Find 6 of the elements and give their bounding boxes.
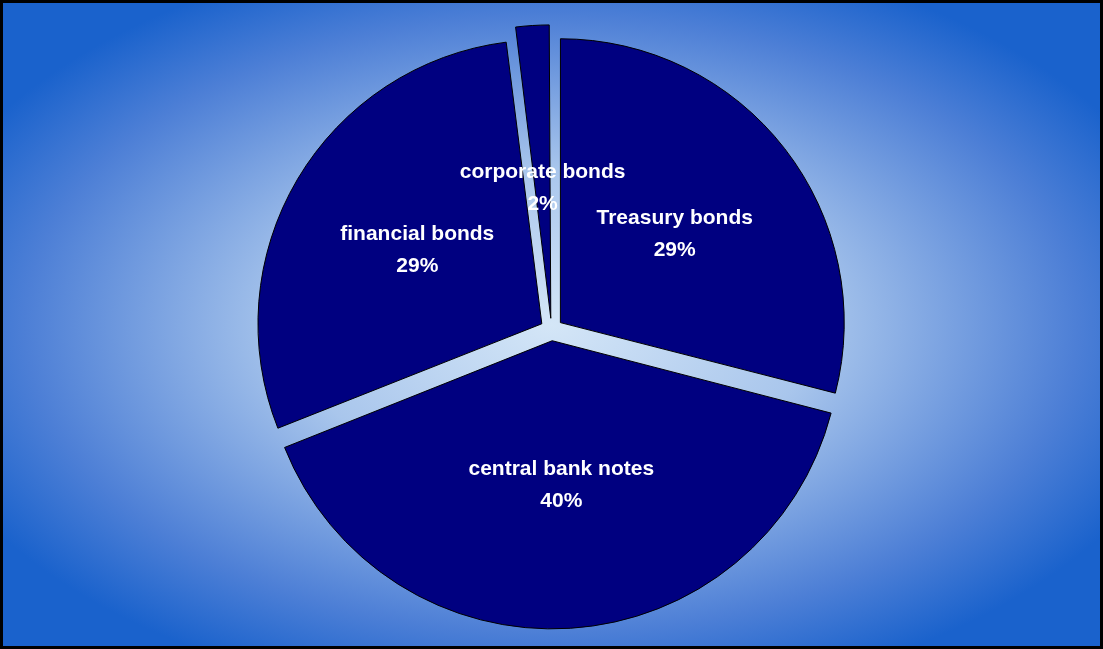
- data-label: 29%: [396, 252, 439, 276]
- slice-label: financial bonds: [340, 220, 495, 244]
- slice-label: Treasury bonds: [596, 204, 753, 228]
- data-label: 40%: [540, 487, 583, 511]
- slice-label: central bank notes: [468, 455, 655, 479]
- data-label: 29%: [653, 236, 697, 260]
